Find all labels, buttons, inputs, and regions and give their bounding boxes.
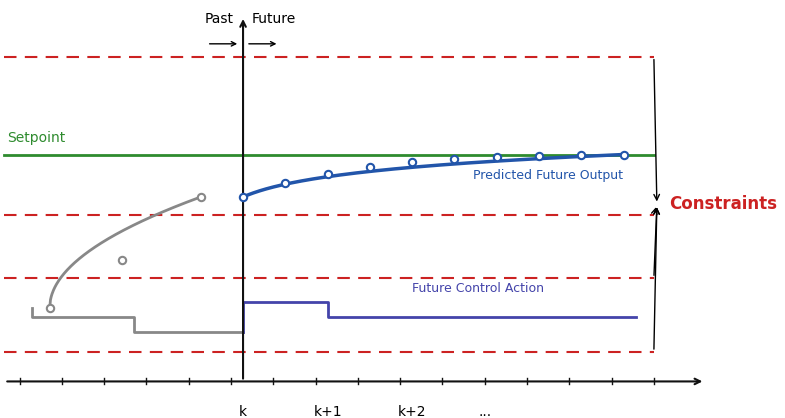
Text: Setpoint: Setpoint (7, 131, 66, 145)
Point (617, 151, 630, 158)
Point (575, 152, 588, 158)
Point (406, 159, 418, 166)
Text: Constraints: Constraints (669, 195, 777, 213)
Text: k: k (239, 405, 247, 418)
Text: Future Control Action: Future Control Action (412, 282, 544, 295)
Point (237, 194, 250, 200)
Point (363, 164, 376, 171)
Point (533, 153, 546, 159)
Text: Past: Past (205, 13, 234, 26)
Point (321, 171, 334, 177)
Text: k+1: k+1 (313, 405, 342, 418)
Text: Future: Future (252, 13, 297, 26)
Text: k+2: k+2 (398, 405, 426, 418)
Point (448, 156, 461, 163)
Point (279, 180, 291, 186)
Point (43, 304, 56, 311)
Text: ...: ... (478, 405, 491, 418)
Point (195, 194, 207, 200)
Point (116, 256, 129, 263)
Text: Predicted Future Output: Predicted Future Output (473, 168, 623, 181)
Point (491, 154, 503, 161)
